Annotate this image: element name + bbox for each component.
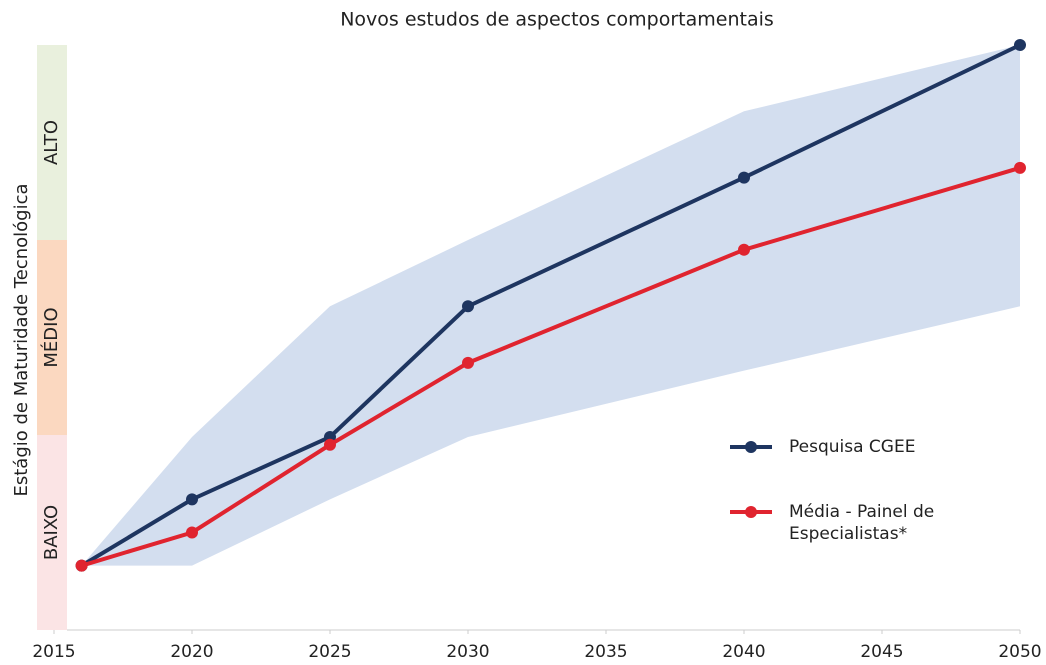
data-point bbox=[186, 526, 198, 539]
range-area bbox=[81, 45, 1021, 566]
data-point bbox=[738, 171, 750, 184]
data-point bbox=[1014, 161, 1026, 174]
stage-label: ALTO bbox=[41, 120, 62, 165]
data-point bbox=[462, 356, 474, 369]
data-point bbox=[75, 559, 88, 572]
data-point bbox=[462, 300, 474, 313]
x-tick-label: 2030 bbox=[446, 642, 489, 662]
legend-label: Média - Painel de Especialistas* bbox=[789, 502, 935, 544]
x-tick-label: 2015 bbox=[32, 642, 75, 662]
y-axis-label: Estágio de Maturidade Tecnológica bbox=[11, 183, 32, 496]
legend-marker bbox=[745, 441, 757, 453]
data-point bbox=[324, 438, 336, 451]
stage-label: MÉDIO bbox=[40, 307, 62, 367]
stage-label: BAIXO bbox=[41, 505, 62, 560]
x-tick-label: 2035 bbox=[584, 642, 627, 662]
series-line bbox=[80, 43, 1021, 568]
stage-band bbox=[37, 240, 67, 435]
x-tick-label: 2025 bbox=[308, 642, 351, 662]
series-line bbox=[81, 165, 1021, 568]
x-tick-label: 2045 bbox=[860, 642, 903, 662]
chart-title: Novos estudos de aspectos comportamentai… bbox=[340, 9, 774, 31]
x-tick-label: 2040 bbox=[722, 642, 765, 662]
x-tick-label: 2020 bbox=[170, 642, 213, 662]
x-tick-label: 2050 bbox=[998, 642, 1041, 662]
data-point bbox=[186, 493, 198, 506]
data-point bbox=[1014, 39, 1026, 51]
stage-band bbox=[37, 45, 67, 240]
stage-band bbox=[37, 435, 67, 630]
legend-marker bbox=[745, 506, 757, 518]
data-point bbox=[738, 243, 750, 256]
legend-label: Pesquisa CGEE bbox=[789, 437, 916, 457]
